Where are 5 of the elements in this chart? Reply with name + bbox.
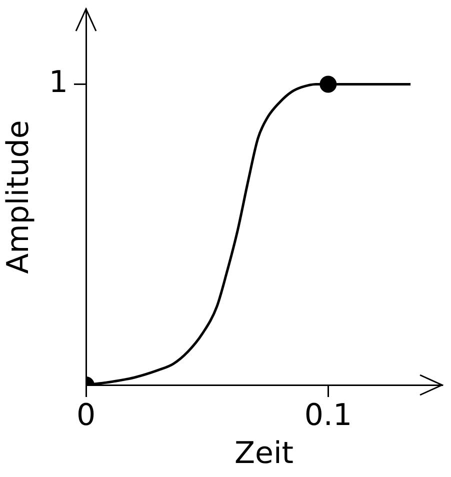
y-axis-title: Amplitude [0,120,36,274]
text: 1 [48,64,68,100]
x-axis-title: Zeit [234,436,294,471]
x-tick-label: 0 [76,398,96,433]
x-tick-label: 0.1 [304,398,352,433]
